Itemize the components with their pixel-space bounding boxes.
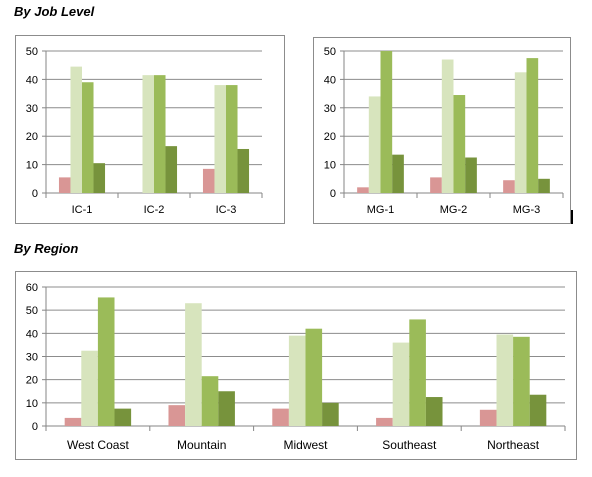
chart3-category-label: Northeast <box>487 438 540 452</box>
chart2-bar <box>430 177 442 193</box>
chart3-ytick-label: 40 <box>26 328 38 340</box>
chart2-bar <box>538 178 550 193</box>
chart3-ytick-label: 20 <box>26 375 38 387</box>
chart2-bar <box>503 180 515 193</box>
chart3-bar <box>529 394 547 426</box>
chart1-ytick-label: 20 <box>26 131 38 143</box>
chart3-bar <box>392 342 410 426</box>
chart1-ytick-label: 30 <box>26 103 38 115</box>
chart2-ytick-label: 0 <box>330 188 336 200</box>
chart3-bar <box>272 408 289 426</box>
chart3-bar <box>64 417 82 426</box>
chart1-category-label: IC-3 <box>216 204 237 216</box>
chart2-ytick-label: 40 <box>324 74 336 86</box>
chart2-bar <box>368 96 381 193</box>
chart3-bar <box>322 402 339 426</box>
chart1-bar <box>165 146 178 193</box>
chart1-bar <box>214 85 226 193</box>
chart2-bar <box>392 154 404 193</box>
chart3-category-label: Mountain <box>177 438 226 452</box>
chart2-ytick-label: 10 <box>324 160 336 172</box>
chart3-bar <box>81 350 98 426</box>
chart1-bar <box>70 66 82 193</box>
heading-by-job-level: By Job Level <box>14 4 95 19</box>
chart3-bar <box>288 335 306 426</box>
heading-by-region: By Region <box>14 241 79 256</box>
chart2-ytick-label: 20 <box>324 131 336 143</box>
chart2-bar <box>441 59 454 193</box>
chart1-ytick-label: 0 <box>32 188 38 200</box>
chart2-ytick-label: 30 <box>324 103 336 115</box>
chart3-bar <box>97 297 115 426</box>
chart3-category-label: Southeast <box>382 438 437 452</box>
chart3-bar <box>479 409 497 426</box>
chart3-ytick-label: 10 <box>26 398 38 410</box>
chart2-bar <box>357 187 369 193</box>
chart3-ytick-label: 30 <box>26 352 38 364</box>
chart2-category-label: MG-3 <box>513 204 541 216</box>
chart1-bar <box>82 82 94 193</box>
chart3-bar <box>425 397 443 426</box>
chart3-bar <box>185 303 202 426</box>
chart3-bar <box>376 417 393 426</box>
chart2-bar <box>526 58 539 193</box>
chart3-bar <box>218 391 235 426</box>
chart-ic-levels: 0 10 20 30 40 50 IC-1 IC-2 IC-3 <box>15 35 285 224</box>
chart1-bar <box>154 75 166 193</box>
chart3-bar <box>168 405 186 426</box>
chart2-category-label: MG-2 <box>440 204 468 216</box>
chart1-category-label: IC-1 <box>72 204 93 216</box>
chart1-bar <box>142 75 154 193</box>
chart-regions-svg: 0 10 20 30 40 50 60 West Coast Mountain Midwest So… <box>26 282 566 452</box>
chart3-ytick-label: 50 <box>26 305 38 317</box>
chart2-bar <box>514 72 527 193</box>
chart3-category-label: Midwest <box>283 438 328 452</box>
chart3-bar <box>305 328 323 426</box>
chart3-ytick-label: 60 <box>26 282 38 294</box>
chart3-bar <box>201 376 219 426</box>
chart1-category-label: IC-2 <box>144 204 165 216</box>
chart2-bar <box>453 95 466 193</box>
chart2-bar <box>465 157 477 193</box>
chart2-bar <box>380 51 393 193</box>
chart1-bar <box>58 177 71 193</box>
chart1-bar <box>226 85 238 193</box>
chart1-bar <box>93 163 106 193</box>
chart3-bar <box>114 408 132 426</box>
chart-ic-levels-svg: 0 10 20 30 40 50 IC-1 IC-2 IC-3 <box>26 46 263 216</box>
chart-mg-levels-svg: 0 10 20 30 40 50 MG-1 MG-2 MG-3 <box>324 46 564 216</box>
chart3-bar <box>496 334 514 426</box>
chart-regions: 0 10 20 30 40 50 60 West Coast Mountain Midwest So… <box>15 271 577 460</box>
chart1-ytick-label: 10 <box>26 160 38 172</box>
chart2-ytick-label: 50 <box>324 46 336 58</box>
chart-mg-levels: 0 10 20 30 40 50 MG-1 MG-2 MG-3 <box>313 37 571 224</box>
chart1-bar <box>237 148 250 193</box>
chart3-category-label: West Coast <box>67 438 129 452</box>
chart3-ytick-label: 0 <box>32 421 38 433</box>
chart3-bar <box>513 336 530 426</box>
text-cursor <box>571 210 573 224</box>
chart1-bar <box>202 168 215 193</box>
chart1-ytick-label: 40 <box>26 74 38 86</box>
chart2-category-label: MG-1 <box>367 204 395 216</box>
chart1-ytick-label: 50 <box>26 46 38 58</box>
chart3-bar <box>409 319 426 426</box>
